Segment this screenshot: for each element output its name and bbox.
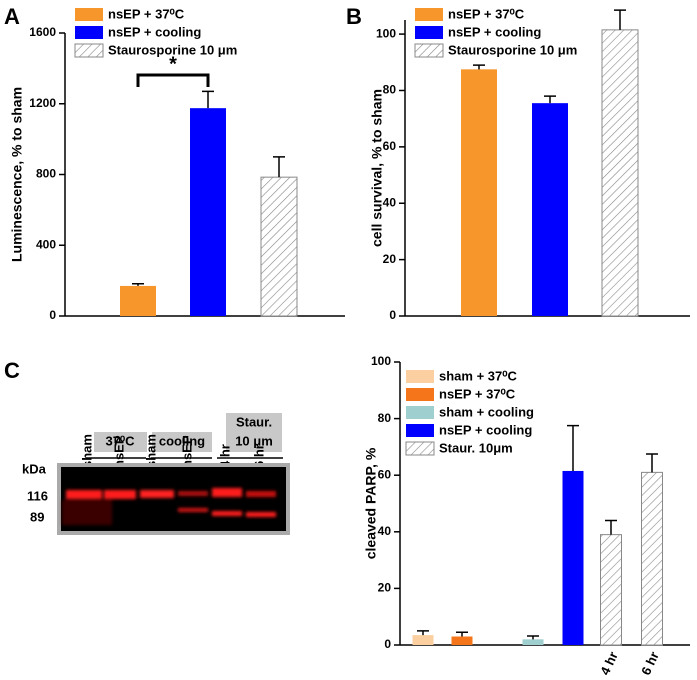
- bar: [451, 636, 473, 645]
- legend-swatch: [75, 26, 103, 39]
- error-bar: [202, 90, 214, 109]
- panel-label: C: [4, 358, 20, 383]
- error-bar: [646, 453, 658, 473]
- marker-label: 116: [27, 488, 48, 503]
- bands: [62, 488, 276, 525]
- x-tick-label: 6 hr: [638, 649, 662, 675]
- y-tick-label: 0: [389, 308, 396, 322]
- bar: [600, 534, 622, 646]
- legend-label: Staurosporine 10 μm: [108, 42, 237, 57]
- legend-swatch: [406, 370, 434, 383]
- y-tick-label: 100: [376, 26, 396, 40]
- group-label: 37⁰C: [105, 433, 135, 448]
- y-tick-label: 100: [371, 354, 391, 368]
- legend-label: sham + cooling: [439, 404, 534, 419]
- legend-swatch: [406, 424, 434, 437]
- y-tick-label: 20: [383, 252, 397, 266]
- legend-label: nsEP + cooling: [108, 24, 201, 39]
- error-bar: [273, 156, 285, 178]
- lane-label: nsEP: [111, 435, 126, 468]
- y-axis-title: cleaved PARP, %: [363, 447, 379, 559]
- legend-swatch: [415, 8, 443, 21]
- marker-label: 89: [30, 509, 44, 524]
- error-bar: [614, 9, 626, 30]
- lane-label: nsEP: [179, 435, 194, 468]
- group-box: [226, 413, 282, 452]
- lane-label: sham: [143, 434, 158, 468]
- bar: [120, 285, 156, 316]
- legend-swatch: [414, 43, 444, 58]
- y-tick-label: 60: [383, 139, 397, 153]
- bar: [461, 69, 497, 316]
- group-box: [94, 432, 147, 452]
- group-label: 10 μm: [235, 433, 273, 448]
- unit-label: kDa: [22, 461, 47, 476]
- y-tick-label: 20: [378, 581, 392, 595]
- error-bar: [527, 635, 539, 640]
- significance-bracket: [136, 73, 210, 87]
- bar: [260, 176, 298, 317]
- annotation: *: [169, 53, 177, 75]
- bar: [412, 635, 434, 645]
- error-bar: [605, 519, 617, 535]
- bar: [601, 29, 639, 317]
- y-axis-title: Luminescence, % to sham: [9, 87, 25, 262]
- y-tick-label: 400: [36, 237, 56, 251]
- panel-label: B: [346, 4, 362, 29]
- legend-swatch: [75, 8, 103, 21]
- y-tick-label: 40: [378, 524, 392, 538]
- y-tick-label: 80: [383, 83, 397, 97]
- x-tick-label: 4 hr: [597, 649, 621, 675]
- legend-swatch: [406, 388, 434, 401]
- legend-label: nsEP + cooling: [448, 24, 541, 39]
- legend-swatch: [415, 26, 443, 39]
- lane-label: 6 hr: [251, 444, 266, 468]
- error-bar: [544, 95, 556, 104]
- lane-label: sham: [79, 434, 94, 468]
- lane-label: 4 hr: [217, 444, 232, 468]
- error-bar: [567, 424, 579, 471]
- error-bar: [132, 283, 144, 286]
- error-bar: [417, 630, 429, 636]
- y-tick-label: 60: [378, 467, 392, 481]
- legend-label: sham + 37⁰C: [439, 368, 517, 383]
- legend-label: nsEP + 37⁰C: [108, 6, 185, 21]
- y-tick-label: 1600: [29, 25, 56, 39]
- y-tick-label: 800: [36, 167, 56, 181]
- y-tick-label: 40: [383, 195, 397, 209]
- y-tick-label: 0: [384, 637, 391, 651]
- y-axis-title: cell survival, % to sham: [369, 89, 385, 247]
- error-bar: [456, 631, 468, 637]
- bar: [522, 639, 544, 645]
- blot-panel: C 37⁰C cooling Staur. 10 μm sham nsEP sh…: [4, 358, 290, 535]
- bar: [532, 103, 568, 317]
- panel-label: A: [4, 4, 20, 29]
- y-tick-label: 80: [378, 411, 392, 425]
- bar: [641, 471, 663, 646]
- legend-swatch: [74, 43, 104, 58]
- bar: [190, 108, 226, 316]
- legend-label: nsEP + 37⁰C: [448, 6, 525, 21]
- group-box: [152, 432, 212, 452]
- legend-swatch: [405, 441, 435, 456]
- legend-label: Staurosporine 10 μm: [448, 42, 577, 57]
- legend-label: nsEP + cooling: [439, 422, 532, 437]
- y-tick-label: 1200: [29, 96, 56, 110]
- group-label: Staur.: [236, 414, 272, 429]
- bar: [562, 470, 584, 645]
- legend-label: nsEP + 37⁰C: [439, 386, 516, 401]
- legend-swatch: [406, 406, 434, 419]
- group-label: cooling: [159, 433, 205, 448]
- legend-label: Staur. 10μm: [439, 440, 513, 455]
- error-bar: [473, 64, 485, 70]
- y-tick-label: 0: [49, 308, 56, 322]
